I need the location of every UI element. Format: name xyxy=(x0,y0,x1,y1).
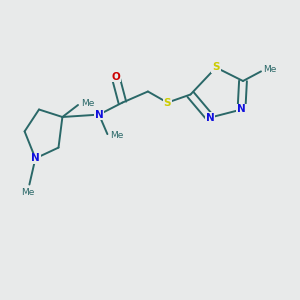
Text: S: S xyxy=(164,98,171,108)
Text: O: O xyxy=(111,71,120,82)
Text: N: N xyxy=(31,153,40,164)
Text: Me: Me xyxy=(263,65,277,74)
Text: N: N xyxy=(206,112,214,123)
Text: N: N xyxy=(94,110,103,120)
Text: Me: Me xyxy=(81,99,94,108)
Text: Me: Me xyxy=(21,188,34,197)
Text: Me: Me xyxy=(110,131,123,140)
Text: N: N xyxy=(237,104,246,115)
Text: S: S xyxy=(212,62,220,73)
